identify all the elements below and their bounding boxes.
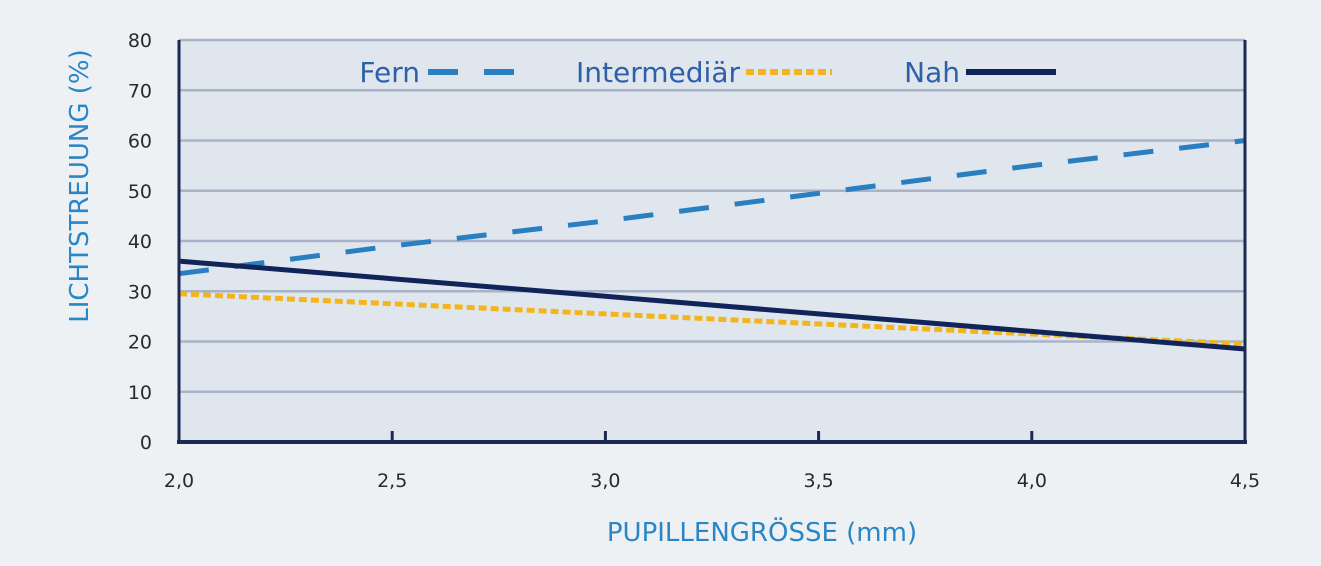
series-line-nah — [178, 258, 1246, 352]
y-tick-label: 50 — [128, 181, 152, 203]
legend-label: Fern — [359, 56, 420, 89]
legend-item-intermedi-r: Intermediär — [576, 56, 832, 89]
y-tick-label: 20 — [128, 332, 152, 354]
y-tick-label: 60 — [128, 131, 152, 153]
series-line-fern — [178, 138, 1246, 277]
x-tick-label: 2,0 — [164, 470, 194, 492]
y-tick-label: 0 — [140, 432, 152, 454]
legend-label: Nah — [904, 56, 960, 89]
x-tick-label: 3,5 — [803, 470, 833, 492]
y-axis-title: LICHTSTREUUNG (%) — [65, 49, 95, 323]
legend-item-nah: Nah — [904, 56, 1056, 89]
series-lines — [178, 138, 1246, 352]
y-tick-label: 80 — [128, 30, 152, 52]
axes — [177, 40, 1247, 444]
x-tick-label: 3,0 — [590, 470, 620, 492]
y-tick-label: 40 — [128, 231, 152, 253]
x-axis-title: PUPILLENGRÖSSE (mm) — [607, 516, 917, 548]
x-tick-label: 2,5 — [377, 470, 407, 492]
grid-lines — [179, 38, 1245, 393]
y-tick-label: 70 — [128, 80, 152, 102]
x-tick-label: 4,5 — [1230, 470, 1260, 492]
tick-labels: 0 10 20 30 40 50 60 70 80 2,0 2,5 3,0 3,5 4,0 4,5 — [128, 30, 1260, 492]
legend-label: Intermediär — [576, 56, 740, 89]
y-tick-label: 10 — [128, 382, 152, 404]
legend-item-fern: Fern — [359, 56, 518, 89]
legend: Fern Intermediär Nah — [359, 56, 1056, 89]
x-tick-label: 4,0 — [1017, 470, 1047, 492]
y-tick-label: 30 — [128, 281, 152, 303]
